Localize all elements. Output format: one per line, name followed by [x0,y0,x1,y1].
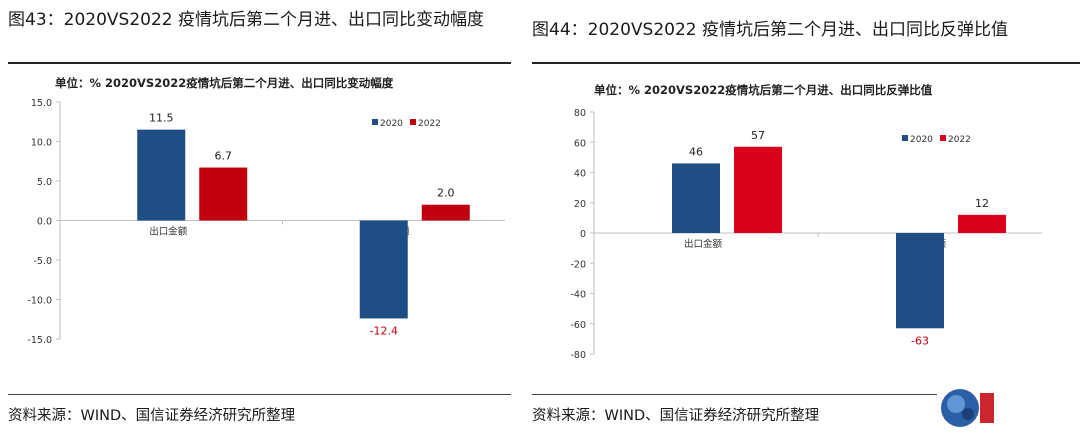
y-tick-label: 0.0 [37,217,52,228]
legend-label: 2020 [380,119,403,129]
data-label: 6.7 [215,150,233,163]
y-tick-label: -15.0 [27,335,52,346]
figure-title: 图44：2020VS2022 疫情坑后第二个月进、出口同比反弹比值 [532,20,1008,40]
title-rule [8,62,511,64]
source-rule [532,394,937,395]
bar-2020-0 [672,163,720,233]
y-tick-label: 60 [574,138,586,149]
figure-43: 图43：2020VS2022 疫情坑后第二个月进、出口同比变动幅度 单位：% 2… [0,0,515,439]
y-tick-label: 20 [574,199,586,210]
y-tick-label: -80 [570,350,586,361]
figure-title: 图43：2020VS2022 疫情坑后第二个月进、出口同比变动幅度 [8,10,484,30]
legend-label: 2022 [418,119,441,129]
y-tick-label: 40 [574,169,586,180]
logo-icon [938,383,1000,433]
source-note: 资料来源：WIND、国信证券经济研究所整理 [532,408,820,424]
bar-2020-1 [359,220,408,319]
y-tick-label: -5.0 [33,256,52,267]
y-tick-label: 5.0 [37,177,52,188]
data-label: 12 [975,197,989,210]
x-category-label: 出口金额 [684,238,723,250]
data-label: -12.4 [370,324,398,337]
legend-swatch-2020 [902,135,908,141]
bar-2022-0 [734,146,782,233]
data-label: 46 [689,145,703,158]
chart-title: 单位：% 2020VS2022疫情坑后第二个月进、出口同比变动幅度 [55,76,394,90]
bar-2022-1 [958,214,1006,233]
bar-2022-1 [421,204,470,221]
y-tick-label: 80 [574,108,586,119]
data-label: 57 [751,129,765,142]
bar-2022-0 [199,167,248,221]
y-tick-label: -20 [570,259,586,270]
legend-label: 2022 [948,135,971,145]
legend-swatch-2022 [410,119,416,125]
legend-label: 2020 [910,135,933,145]
y-tick-label: 15.0 [31,98,52,109]
source-note: 资料来源：WIND、国信证券经济研究所整理 [8,408,296,424]
bar-chart: 单位：% 2020VS2022疫情坑后第二个月进、出口同比反弹比值 80 60 40 2… [570,83,1042,361]
y-tick-label: 10.0 [31,138,52,149]
title-rule [532,62,1080,64]
chart-title: 单位：% 2020VS2022疫情坑后第二个月进、出口同比反弹比值 [594,83,933,97]
bar-2020-0 [137,129,186,221]
y-tick-label: 0 [580,229,586,240]
legend-swatch-2022 [940,135,946,141]
y-tick-label: -60 [570,320,586,331]
y-tick-label: -10.0 [27,296,52,307]
legend-swatch-2020 [372,119,378,125]
data-label: 11.5 [149,112,174,125]
x-category-label: 出口金额 [149,226,188,238]
data-label: -63 [911,334,929,347]
source-rule [8,394,511,395]
figure-44: 图44：2020VS2022 疫情坑后第二个月进、出口同比反弹比值 单位：% 2… [532,0,1080,439]
y-tick-label: -40 [570,290,586,301]
data-label: 2.0 [437,187,455,200]
bar-2020-1 [896,233,944,329]
